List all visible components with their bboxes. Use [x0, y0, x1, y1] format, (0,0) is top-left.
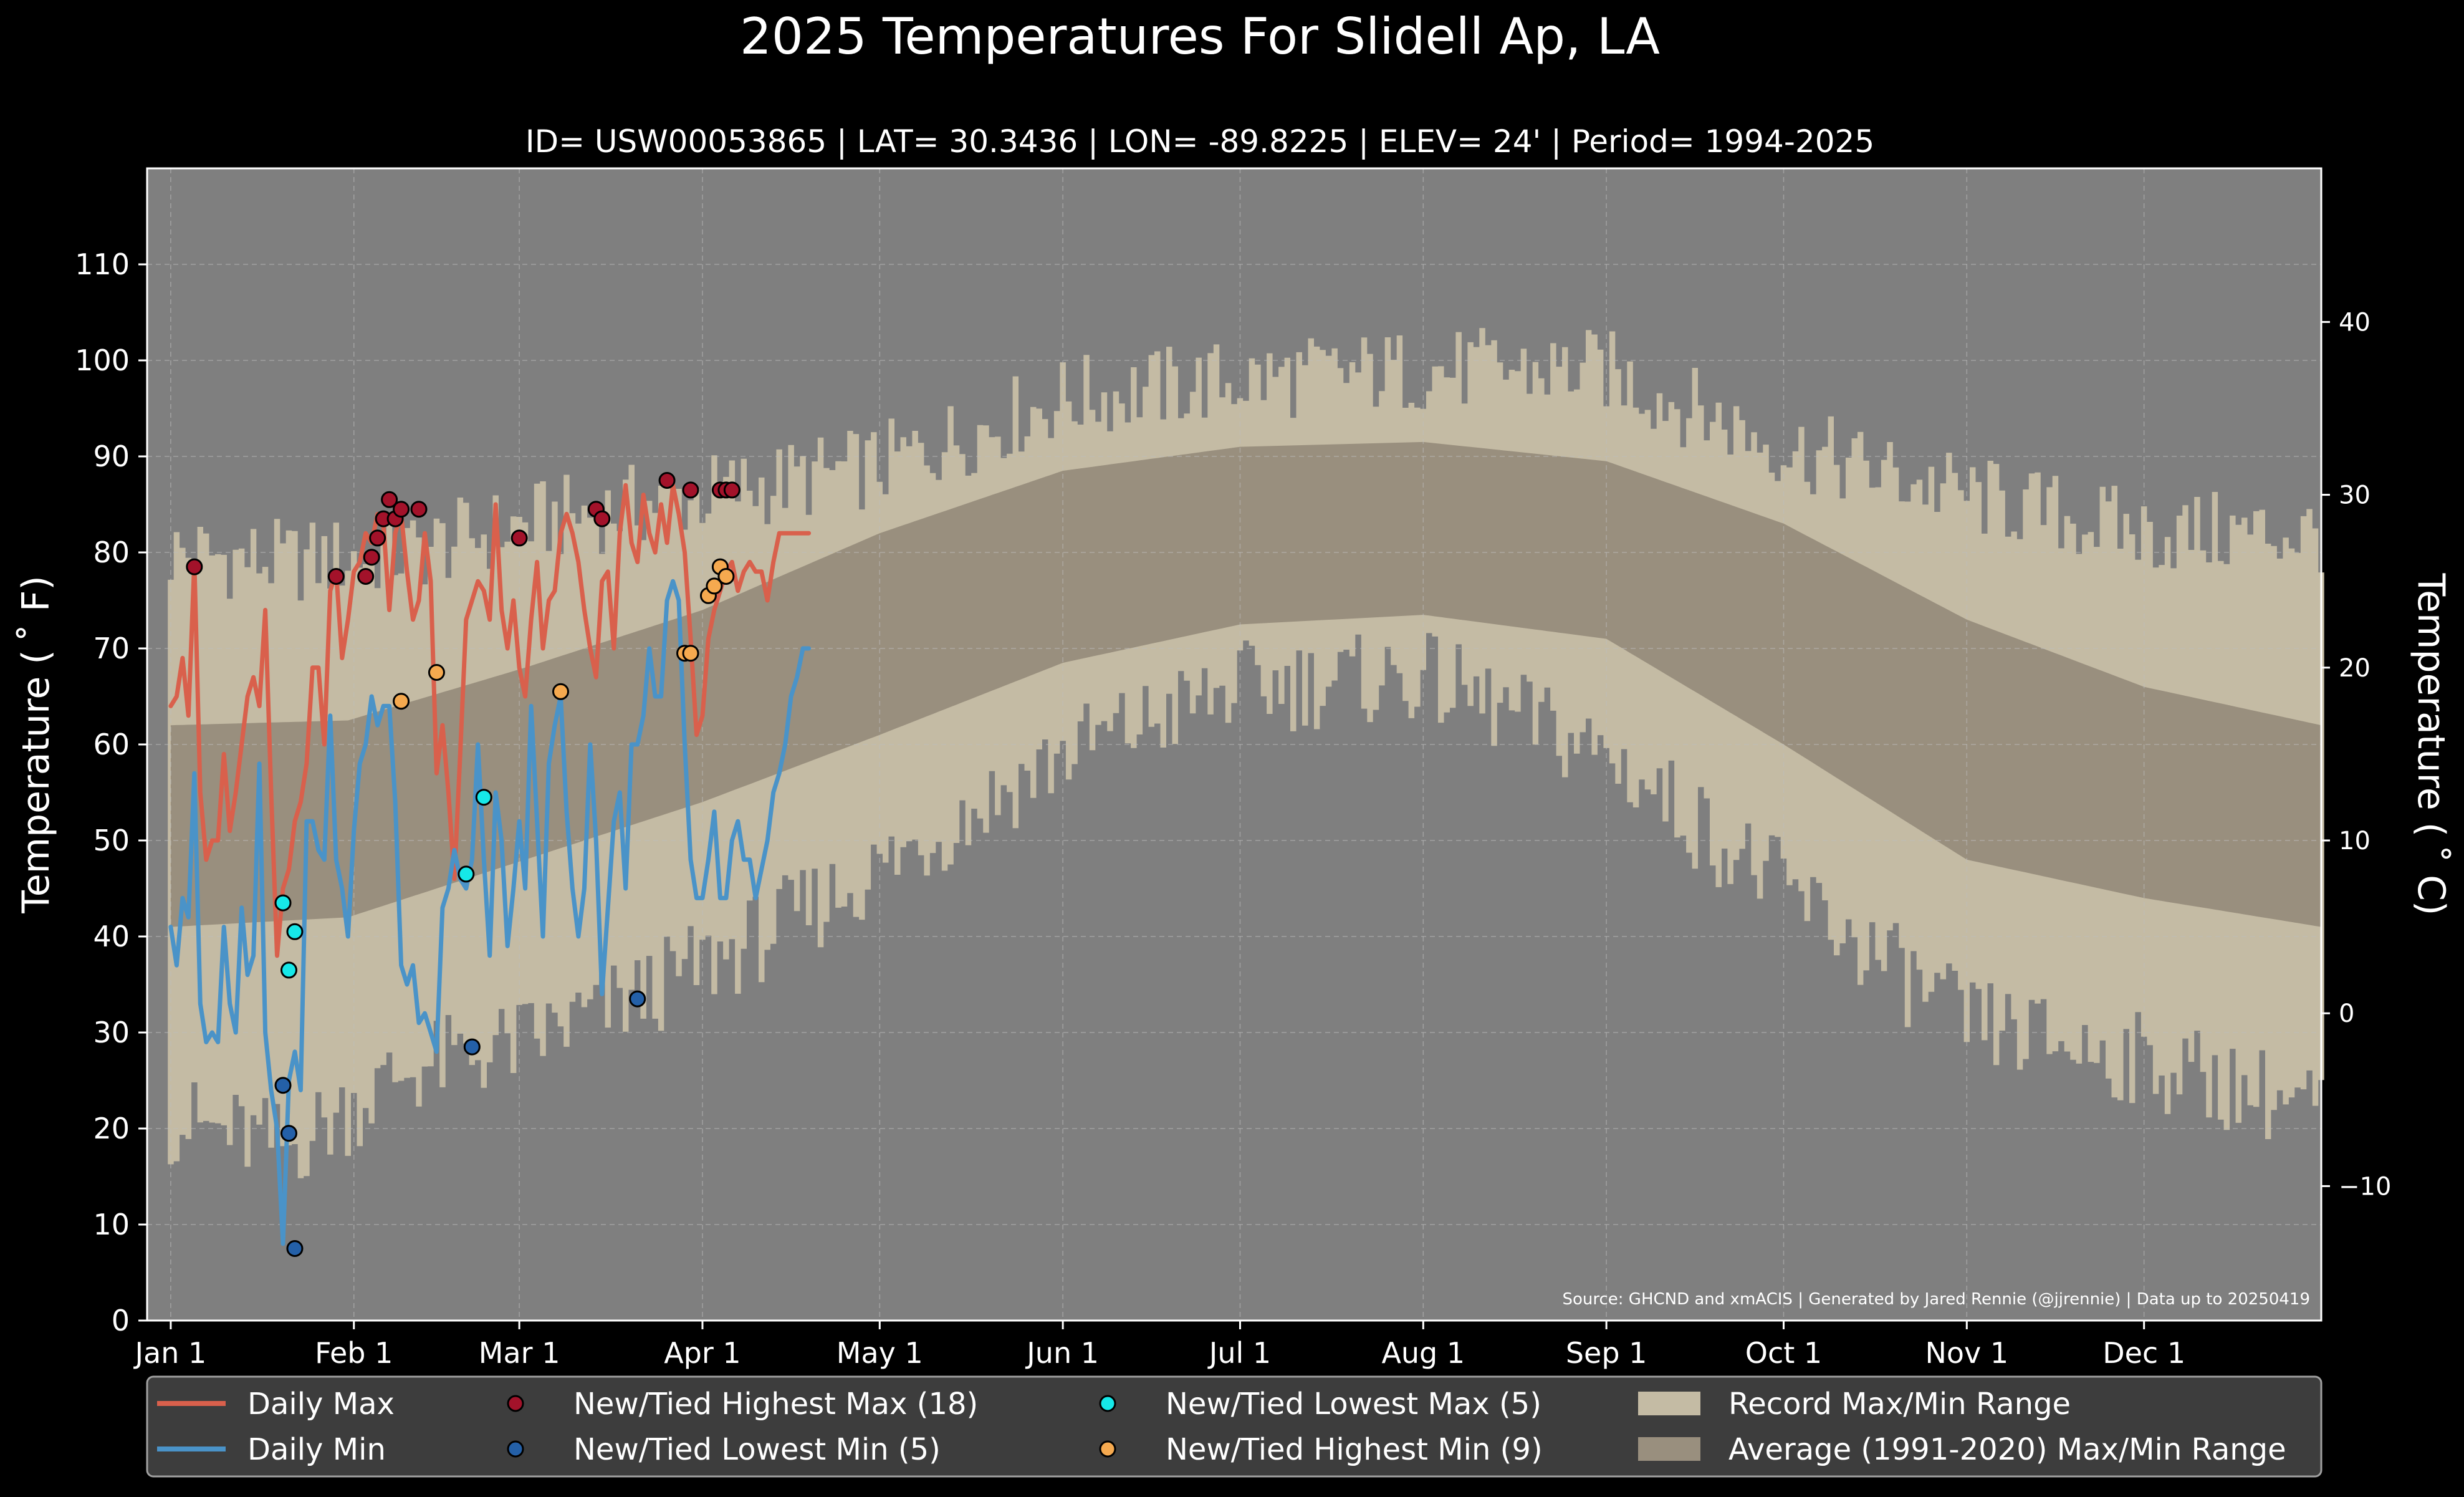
y2-tick-label: 0 — [2339, 999, 2354, 1028]
x-tick-label: Jul 1 — [1207, 1336, 1271, 1370]
legend-label: Record Max/Min Range — [1728, 1387, 2071, 1422]
y-tick-label: 20 — [93, 1112, 130, 1145]
legend-label: New/Tied Lowest Min (5) — [573, 1432, 941, 1467]
y-tick-label: 90 — [93, 440, 130, 473]
highest-max-marker — [369, 529, 386, 547]
y-tick-label: 100 — [75, 344, 130, 377]
chart-subtitle: ID= USW00053865 | LAT= 30.3436 | LON= -8… — [525, 123, 1874, 160]
lowest-max-marker — [475, 789, 492, 806]
x-tick-label: Mar 1 — [479, 1336, 560, 1370]
x-tick-label: Jun 1 — [1025, 1336, 1099, 1370]
x-tick-label: Feb 1 — [315, 1336, 393, 1370]
lowest-max-marker — [286, 923, 304, 940]
lowest-min-marker — [463, 1038, 481, 1056]
highest-min-marker — [393, 693, 410, 710]
y-tick-label: 70 — [93, 632, 130, 665]
highest-max-marker — [511, 529, 528, 547]
highest-max-marker — [327, 568, 345, 585]
legend-label: Average (1991-2020) Max/Min Range — [1728, 1432, 2286, 1467]
highest-max-marker — [658, 472, 676, 489]
highest-max-marker — [357, 568, 375, 585]
x-tick-label: Oct 1 — [1745, 1336, 1822, 1370]
highest-min-marker — [428, 664, 445, 681]
legend-label: New/Tied Highest Min (9) — [1166, 1432, 1543, 1467]
y2-tick-label: −10 — [2339, 1172, 2391, 1201]
chart-title: 2025 Temperatures For Slidell Ap, LA — [740, 7, 1660, 65]
x-tick-label: Apr 1 — [664, 1336, 741, 1370]
x-axis: Jan 1 Feb 1 Mar 1 Apr 1 May 1 Jun 1 Jul 1 Aug 1… — [133, 1321, 2185, 1370]
highest-max-marker — [381, 491, 398, 508]
record-markers — [186, 472, 741, 1257]
legend: Daily Max Daily Min New/Tied Highest Max (… — [146, 1375, 2323, 1478]
y-tick-label: 60 — [93, 728, 130, 761]
daily-min-line — [168, 579, 812, 1246]
highest-min-marker — [717, 568, 735, 585]
highest-min-marker — [552, 683, 569, 700]
y-tick-label: 50 — [93, 824, 130, 857]
plot-area: Source: GHCND and xmACIS | Generated by … — [146, 167, 2324, 1322]
legend-label: Daily Min — [247, 1432, 386, 1467]
daily-max-line — [168, 483, 812, 958]
legend-patch-swatch — [1638, 1392, 1700, 1415]
legend-dot-swatch — [507, 1395, 524, 1412]
y-tick-label: 40 — [93, 920, 130, 953]
lowest-max-marker — [280, 961, 297, 979]
lowest-min-marker — [280, 1125, 297, 1142]
highest-max-marker — [186, 558, 203, 575]
x-tick-label: Nov 1 — [1925, 1336, 2008, 1370]
x-tick-label: Aug 1 — [1381, 1336, 1465, 1370]
lowest-min-marker — [286, 1240, 304, 1257]
y2-tick-label: 40 — [2339, 308, 2371, 337]
highest-min-marker — [706, 577, 723, 595]
x-tick-label: Jan 1 — [133, 1336, 207, 1370]
y-tick-label: 80 — [93, 536, 130, 569]
y2-tick-label: 30 — [2339, 481, 2371, 510]
legend-label: Daily Max — [247, 1387, 395, 1422]
x-tick-label: Sep 1 — [1566, 1336, 1647, 1370]
lowest-min-marker — [629, 990, 646, 1008]
legend-dot-swatch — [507, 1440, 524, 1458]
y2-tick-label: 20 — [2339, 654, 2371, 683]
y-axis-right: −10 0 10 20 30 40 — [2321, 308, 2391, 1201]
lowest-min-marker — [274, 1077, 292, 1094]
legend-box — [146, 1375, 2323, 1478]
x-tick-label: May 1 — [837, 1336, 923, 1370]
lowest-max-marker — [458, 865, 475, 883]
y-axis-left: 0 10 20 30 40 50 60 70 80 90 100 110 — [75, 248, 147, 1337]
y2-tick-label: 10 — [2339, 827, 2371, 855]
y-axis-label: Temperature ( ˚ F) — [14, 575, 58, 914]
highest-max-marker — [393, 501, 410, 518]
legend-dot-swatch — [1099, 1440, 1116, 1458]
highest-max-marker — [723, 481, 741, 499]
highest-max-marker — [363, 549, 380, 566]
legend-label: New/Tied Lowest Max (5) — [1166, 1387, 1541, 1422]
highest-max-marker — [410, 501, 428, 518]
legend-dot-swatch — [1099, 1395, 1116, 1412]
y-tick-label: 0 — [112, 1304, 130, 1337]
highest-max-marker — [593, 510, 611, 527]
y2-axis-label: Temperature ( ˚ C) — [2409, 573, 2453, 916]
y-tick-label: 110 — [75, 248, 130, 281]
y-tick-label: 10 — [93, 1208, 130, 1241]
legend-label: New/Tied Highest Max (18) — [573, 1387, 978, 1422]
highest-max-marker — [682, 481, 699, 499]
lowest-max-marker — [274, 894, 292, 912]
y-tick-label: 30 — [93, 1016, 130, 1049]
legend-patch-swatch — [1638, 1437, 1700, 1461]
highest-min-marker — [682, 645, 699, 662]
source-note: Source: GHCND and xmACIS | Generated by … — [1562, 1290, 2310, 1309]
x-tick-label: Dec 1 — [2102, 1336, 2185, 1370]
